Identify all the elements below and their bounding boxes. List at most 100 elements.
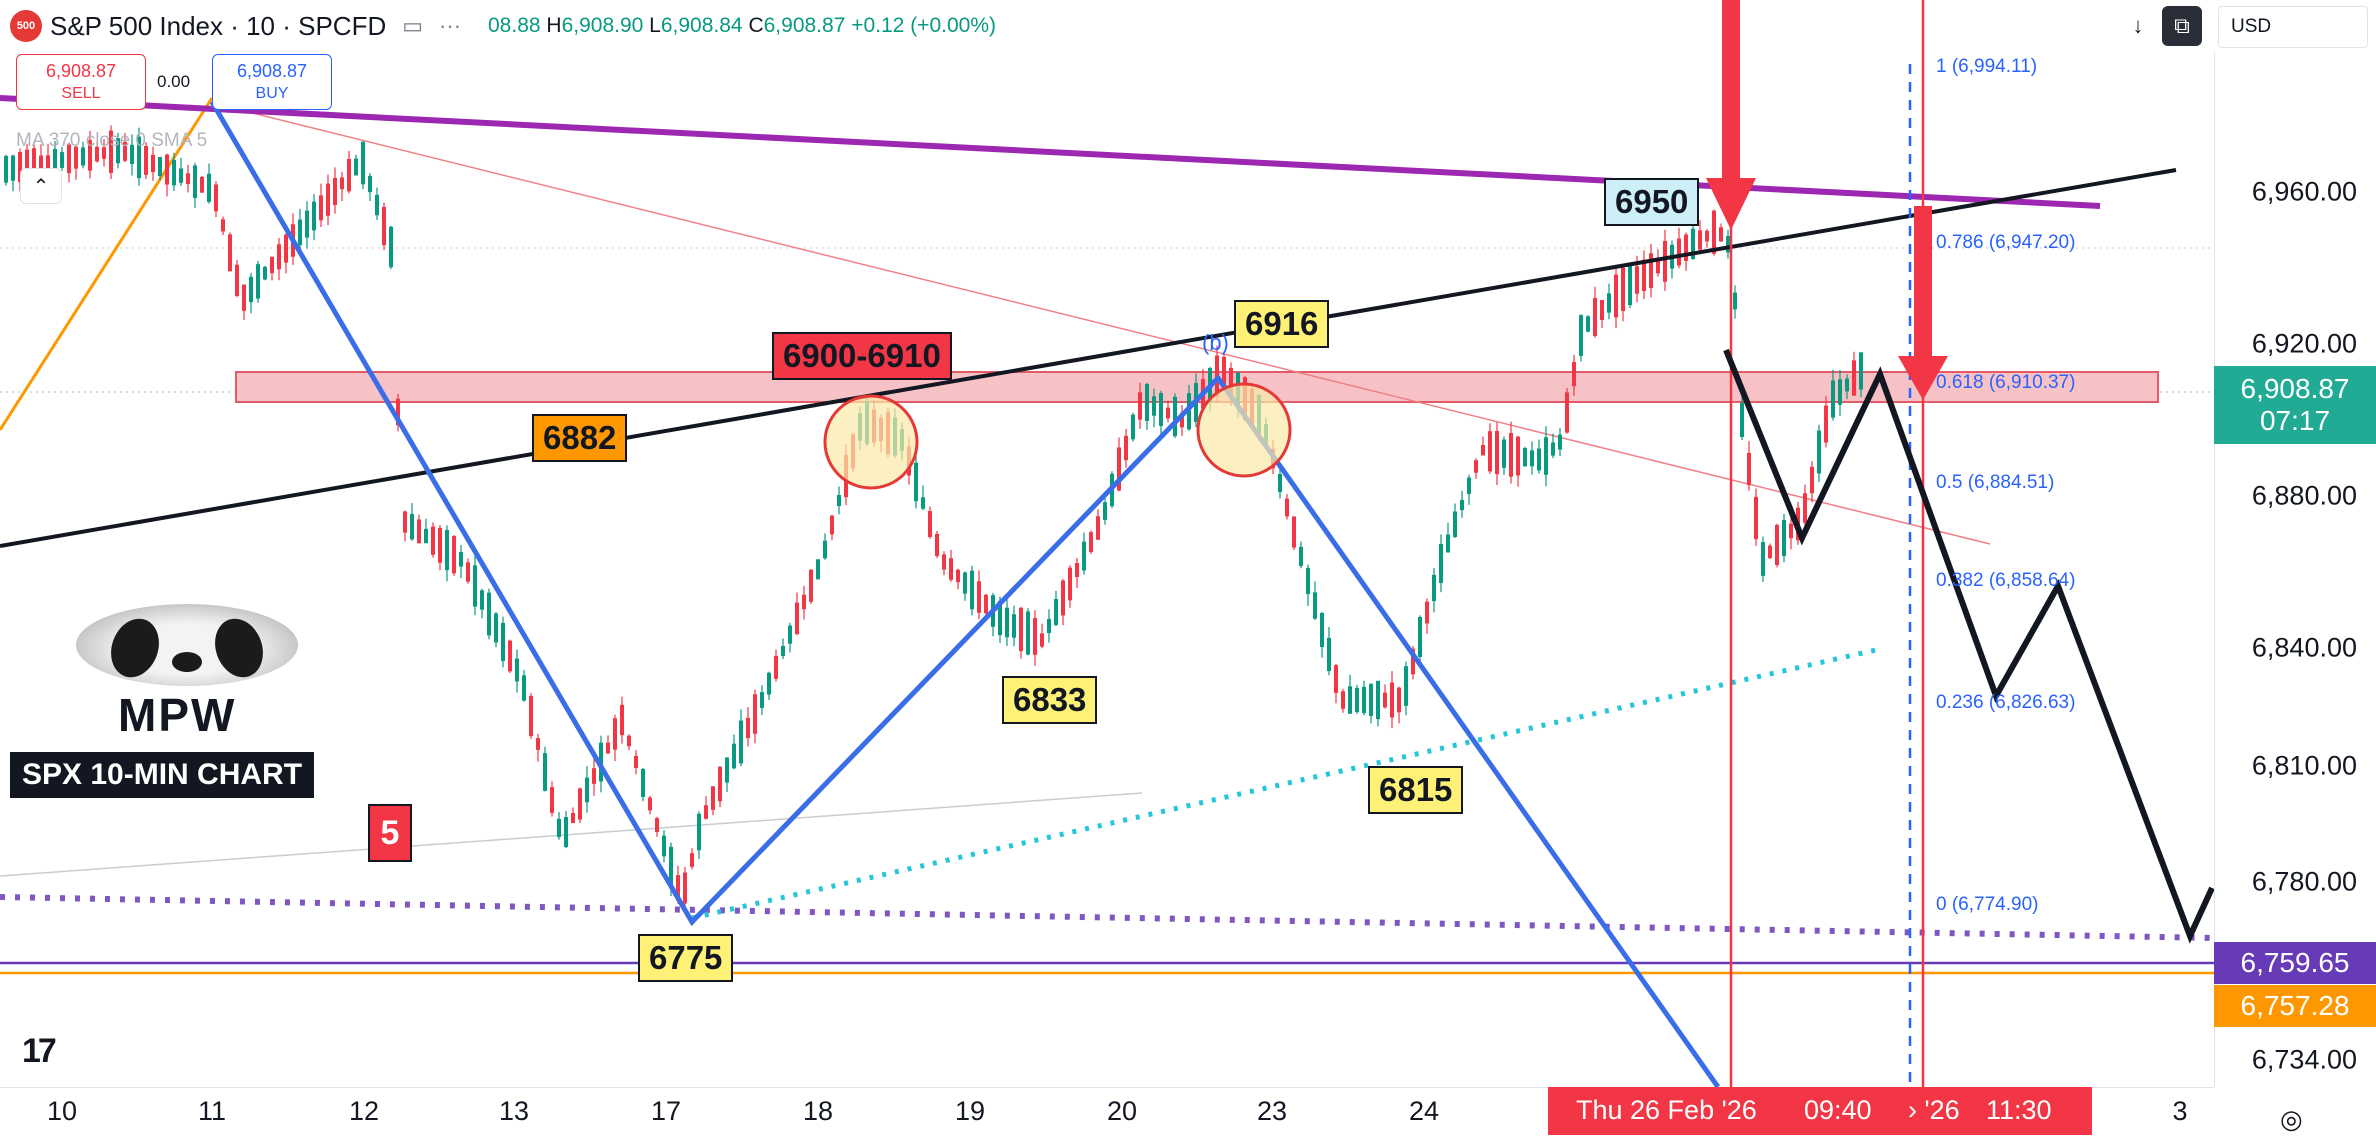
chart-caption: SPX 10-MIN CHART [10,752,315,798]
candle-body [1061,580,1065,616]
collapse-legend-button[interactable]: ⌃ [20,168,62,204]
symbol-title[interactable]: S&P 500 Index · 10 · SPCFD [50,10,387,41]
candle-body [1033,618,1037,655]
candle-body [389,226,393,268]
buy-label: BUY [255,85,289,102]
candle-body [1418,617,1422,657]
chart-style-icon[interactable]: ▭ [402,13,424,38]
candle-body [774,655,778,679]
candle-body [543,753,547,791]
time-axis[interactable]: 10 11 12 13 17 18 19 20 23 24 3 [0,1087,2214,1136]
candle-body [753,694,757,734]
candle-body [1642,259,1646,292]
candle-body [1047,618,1051,634]
candle-body [53,149,57,174]
candle-body [137,136,141,179]
candle-body [949,558,953,580]
candle-body [1593,298,1597,336]
label-zone-6900-6910: 6900-6910 [772,332,952,380]
price-axis[interactable]: 6,960.00 6,920.00 6,880.00 6,840.00 6,81… [2214,52,2376,1087]
candle-body [760,692,764,708]
time-tick: 19 [954,1096,986,1126]
fib-label-0: 0 (6,774.90) [1936,894,2039,915]
time-tick: 18 [802,1096,834,1126]
settings-icon[interactable]: ◎ [2280,1104,2303,1134]
candle-body [1320,612,1324,648]
candle-body [1824,405,1828,443]
low-label: L [649,14,661,37]
candle-body [81,147,85,166]
ma-indicator-legend[interactable]: MA 370 close 0 SMA 5 [16,130,208,151]
scroll-down-button[interactable]: ↓ [2118,6,2158,46]
purple-dotted-trendline [0,894,2214,941]
highlight-partial: › '26 [1908,1095,1960,1125]
currency-selector[interactable]: USD [2218,6,2368,48]
buy-button[interactable]: 6,908.87 BUY [212,54,332,110]
candle-body [172,159,176,186]
candle-body [116,138,120,164]
candle-body [109,130,113,174]
sell-label: SELL [61,85,101,102]
highlight-date: Thu 26 Feb '26 [1576,1095,1757,1125]
fib-label-1: 1 (6,994.11) [1936,56,2038,77]
blue-wave-path [209,100,1721,1087]
candle-body [1075,562,1079,578]
candle-body [1845,378,1849,392]
fib-label-0786: 0.786 (6,947.20) [1936,232,2076,253]
candle-body [515,658,519,682]
candle-body [557,818,561,838]
candle-body [396,398,400,426]
chart-drawings [0,0,2214,1087]
candle-body [1166,407,1170,419]
candle-body [235,264,239,296]
candle-body [1019,607,1023,652]
candle-body [809,569,813,602]
price-tick: 6,780.00 [2251,866,2357,897]
candle-body [1229,367,1233,395]
candle-body [88,140,92,171]
candle-body [1292,516,1296,548]
magenta-trendline [0,95,2101,209]
candle-body [704,805,708,819]
grey-trendline [0,792,1143,877]
high-value: 6,908.90 [561,14,644,37]
candle-body [1355,687,1359,713]
mpw-wordmark: MPW [118,689,237,741]
wave-b-label: (b) [1202,330,1229,355]
highlight-time-2: 11:30 [1986,1095,2052,1125]
red-trendline [207,101,1991,545]
candle-body [1334,665,1338,693]
time-tick: 24 [1408,1096,1440,1126]
candle-body [368,175,372,193]
candle-body [1467,477,1471,494]
candle-body [1285,498,1289,517]
panda-logo [76,604,298,686]
candle-body [1082,541,1086,571]
arrow-down-icon: ↓ [2132,13,2144,38]
candle-body [676,875,680,901]
candle-body [1411,648,1415,675]
sell-button[interactable]: 6,908.87 SELL [16,54,146,110]
candle-body [1005,607,1009,638]
candle-body [1579,315,1583,356]
screenshot-icon: ⧉ [2174,13,2190,38]
price-tick: 6,810.00 [2251,750,2357,781]
candle-body [1495,430,1499,475]
spread-value: 0.00 [157,72,191,91]
candle-body [1614,274,1618,318]
chart-plot-area[interactable]: 6950 6916 6900-6910 6882 6833 6815 6775 … [0,0,2214,1087]
candle-body [1306,567,1310,595]
candle-body [151,154,155,173]
label-6950: 6950 [1604,178,1700,226]
candle-body [410,513,414,540]
more-icon[interactable]: ··· [439,13,462,38]
candle-body [928,511,932,537]
candle-body [60,152,64,168]
teal-dotted-trendline [691,647,1877,921]
screenshot-button[interactable]: ⧉ [2162,6,2202,46]
candle-body [123,141,127,161]
candle-body [1341,691,1345,709]
candle-body [795,602,799,635]
label-6882: 6882 [532,414,628,462]
ohlc-readout: 08.88 H6,908.90 L6,908.84 C6,908.87 +0.1… [488,14,996,38]
